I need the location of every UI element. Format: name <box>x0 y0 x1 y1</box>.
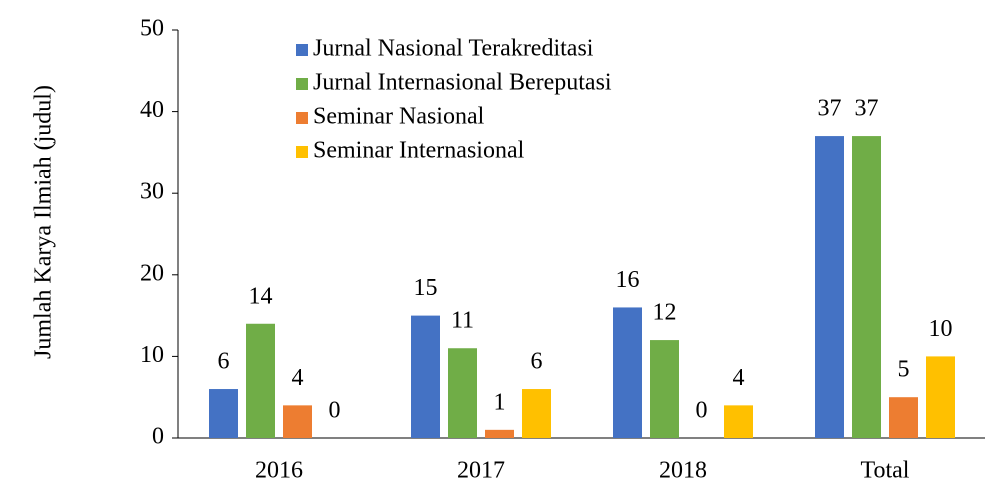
data-label: 10 <box>929 316 953 342</box>
bar <box>522 389 551 438</box>
legend-label: Seminar Internasional <box>313 138 525 164</box>
bar <box>926 356 955 438</box>
legend-label: Jurnal Nasional Terakreditasi <box>313 36 594 62</box>
x-tick-label: 2016 <box>255 458 303 484</box>
y-tick-label: 40 <box>140 97 164 123</box>
y-tick-label: 30 <box>140 179 164 205</box>
bar <box>650 340 679 438</box>
bar <box>448 348 477 438</box>
y-tick-label: 20 <box>140 260 164 286</box>
data-label: 6 <box>218 349 230 375</box>
data-label: 5 <box>898 357 910 383</box>
data-label: 0 <box>329 398 341 424</box>
data-label: 4 <box>733 365 745 391</box>
y-tick-label: 10 <box>140 342 164 368</box>
data-label: 0 <box>696 398 708 424</box>
x-tick-label: 2018 <box>659 458 707 484</box>
bar <box>209 389 238 438</box>
x-tick-label: 2017 <box>457 458 505 484</box>
bar <box>852 136 881 438</box>
bar <box>724 405 753 438</box>
legend-swatch <box>296 44 308 56</box>
bar <box>889 397 918 438</box>
y-axis-title: Jumlah Karya Ilmiah (judul) <box>31 85 57 359</box>
bar <box>411 315 440 438</box>
legend-label: Seminar Nasional <box>313 104 485 130</box>
bar <box>485 429 514 438</box>
data-label: 12 <box>653 300 677 326</box>
data-label: 37 <box>818 96 842 122</box>
bar <box>246 323 275 438</box>
legend-swatch <box>296 112 308 124</box>
legend-label: Jurnal Internasional Bereputasi <box>313 70 612 96</box>
legend-swatch <box>296 78 308 90</box>
data-label: 15 <box>414 275 438 301</box>
bar <box>613 307 642 438</box>
data-label: 14 <box>249 283 273 309</box>
data-label: 6 <box>531 349 543 375</box>
bar <box>815 136 844 438</box>
legend-swatch <box>296 146 308 158</box>
y-tick-label: 0 <box>152 424 164 450</box>
data-label: 16 <box>616 267 640 293</box>
x-tick-label: Total <box>861 458 910 484</box>
bar <box>283 405 312 438</box>
data-label: 37 <box>855 96 879 122</box>
data-label: 11 <box>451 308 474 334</box>
data-label: 1 <box>494 389 506 415</box>
data-label: 4 <box>292 365 304 391</box>
y-tick-label: 50 <box>140 16 164 42</box>
